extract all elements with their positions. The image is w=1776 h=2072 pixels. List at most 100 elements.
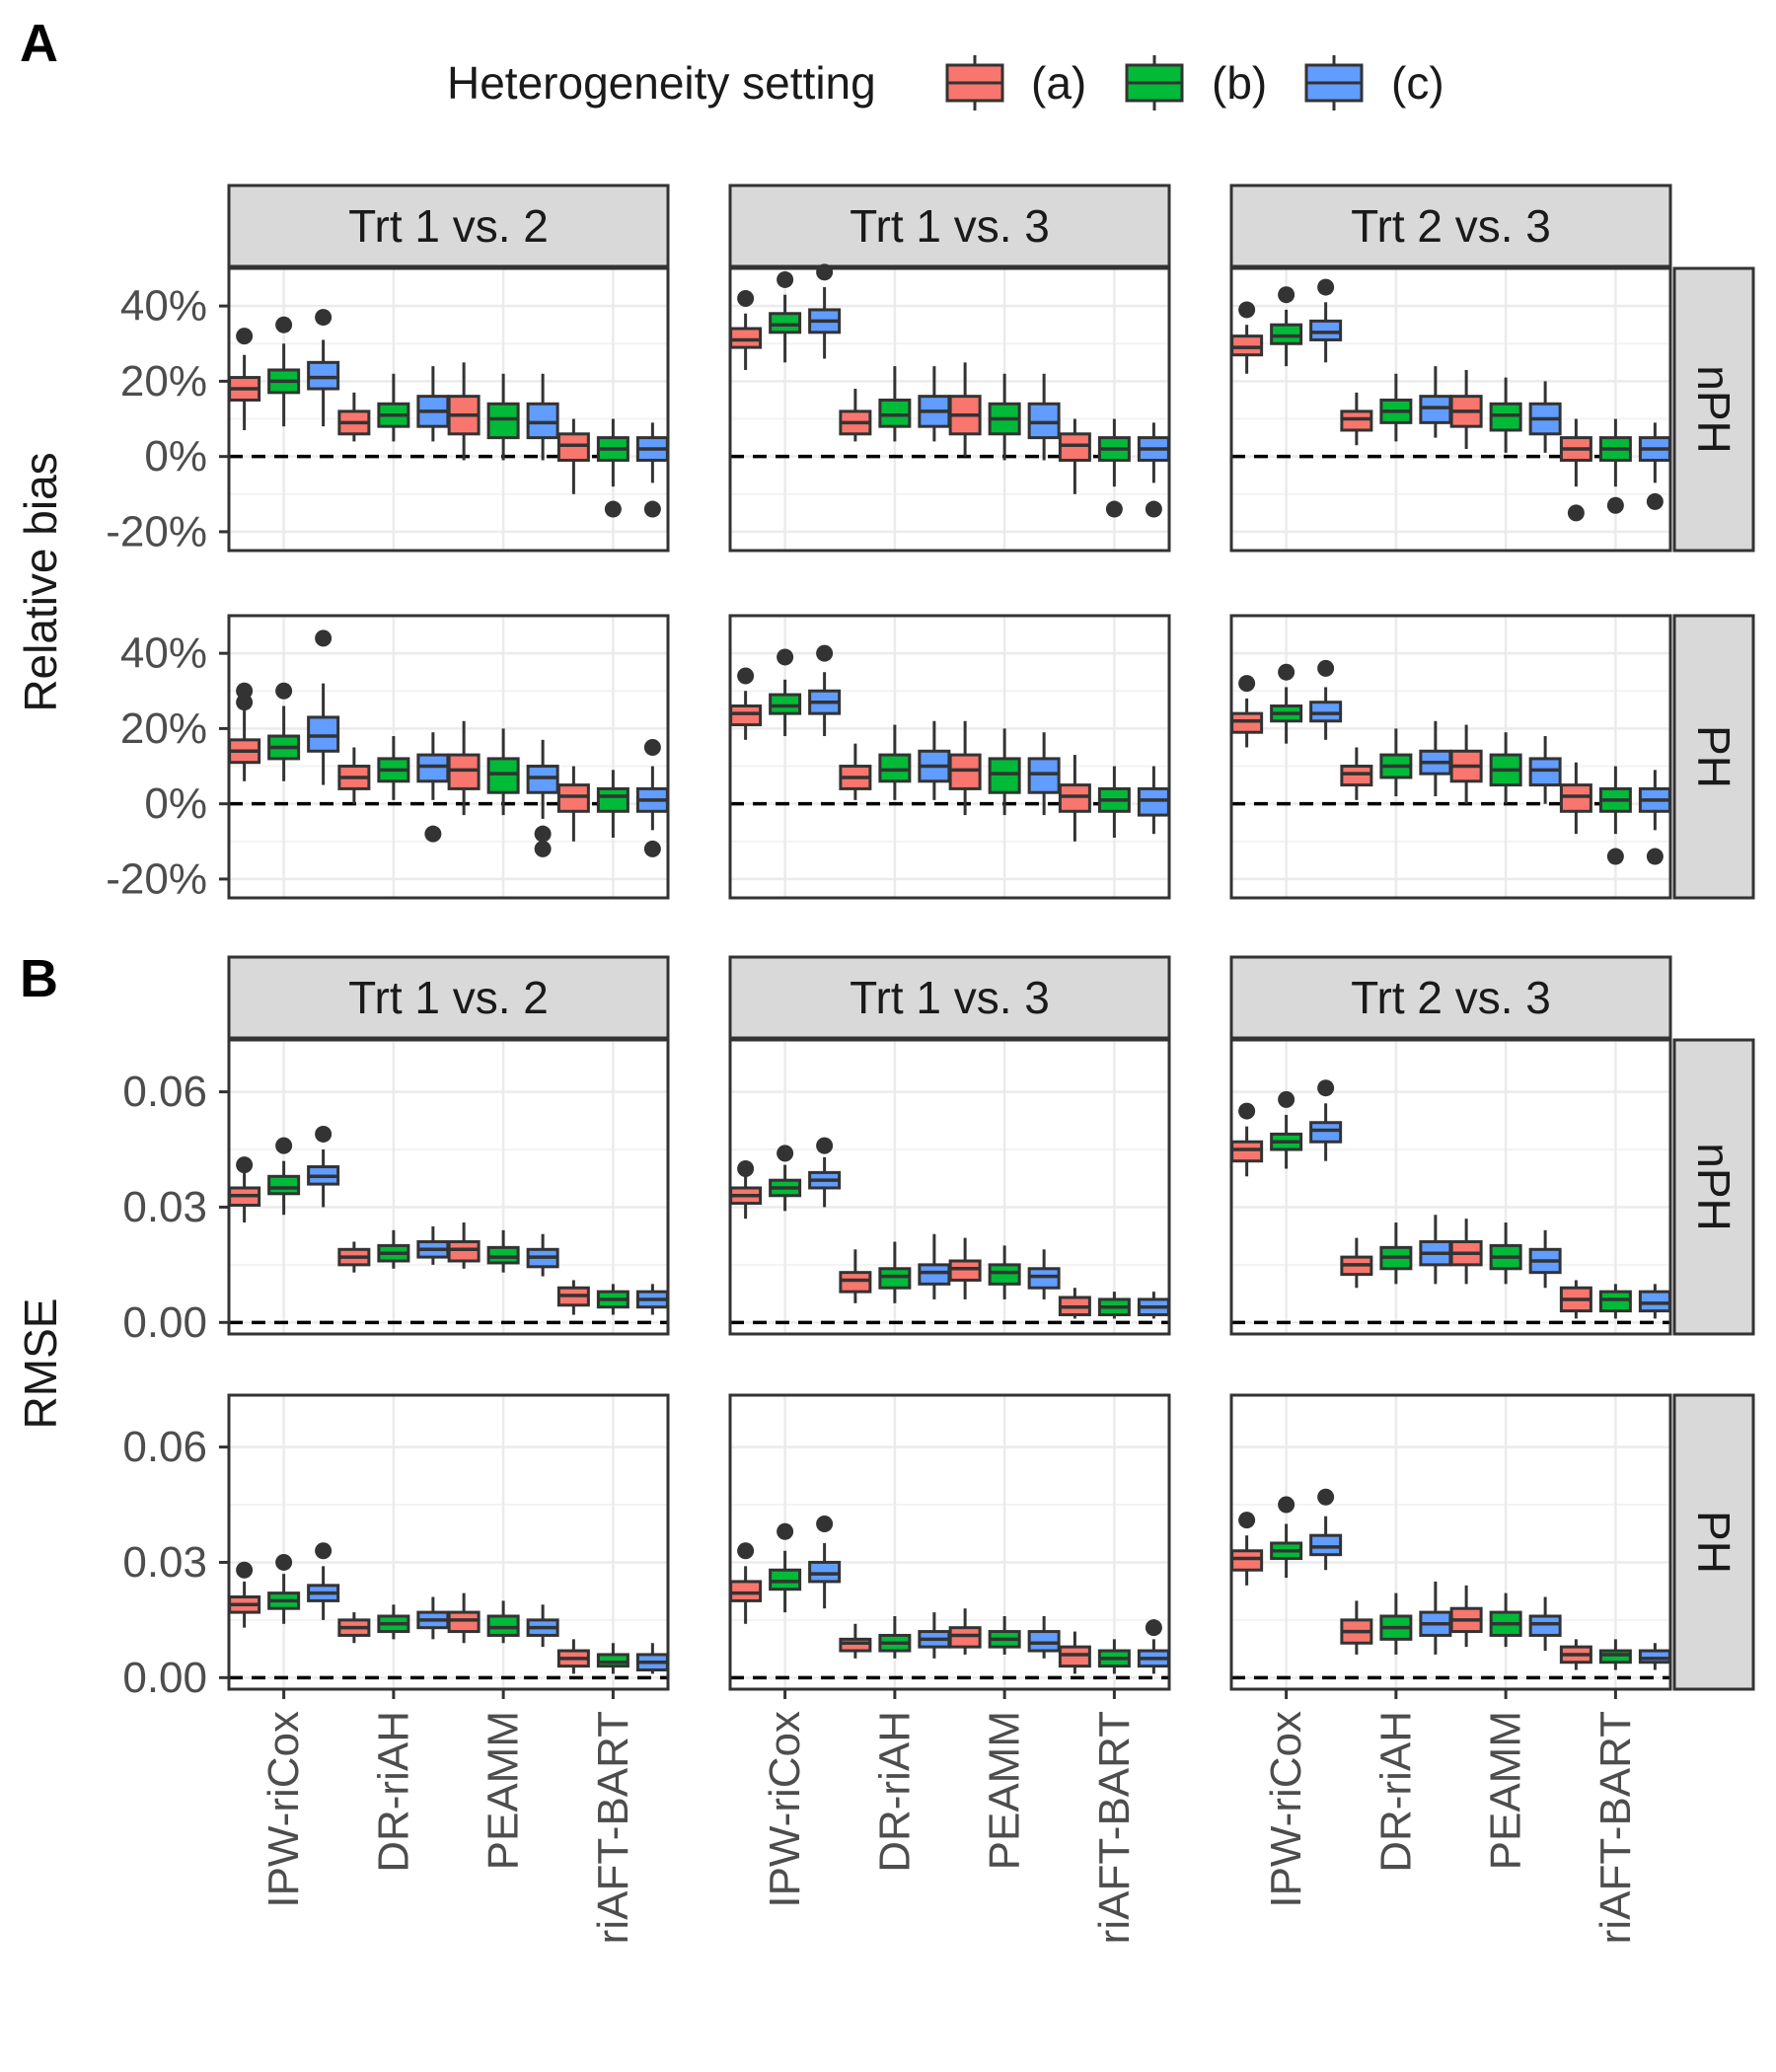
- outlier-point: [315, 1125, 333, 1143]
- box-body: [1230, 1549, 1264, 1572]
- legend-label-c: (c): [1391, 57, 1444, 109]
- outlier-point: [816, 1515, 834, 1532]
- y-tick-label: 20%: [120, 357, 207, 406]
- box-peamm-b: [1489, 1592, 1522, 1648]
- chart-b: Trt 1 vs. 2 Trt 1 vs. 3 Trt 2 vs. 3 nPH 0.00…: [122, 955, 1755, 1944]
- box-riaft-bart-a: [1058, 755, 1091, 842]
- row-label-nph: nPH: [1688, 1143, 1739, 1230]
- box-dr-riah-a: [1340, 392, 1373, 446]
- box-ipw-ricox-c: [808, 263, 842, 359]
- box-riaft-bart-c: [635, 422, 669, 518]
- outlier-point: [1238, 1512, 1256, 1529]
- outlier-point: [1238, 301, 1256, 319]
- box-peamm-c: [1027, 373, 1061, 461]
- box-body: [1058, 1645, 1091, 1668]
- box-riaft-bart-c: [1638, 422, 1671, 510]
- box-dr-riah-c: [416, 366, 450, 442]
- box-riaft-bart-c: [635, 738, 669, 857]
- box-riaft-bart-c: [635, 1284, 669, 1315]
- box-peamm-a: [447, 1222, 481, 1269]
- box-dr-riah-a: [337, 1612, 371, 1644]
- outlier-point: [1105, 500, 1123, 518]
- panel-border: [1229, 1393, 1672, 1691]
- box-body: [988, 1263, 1021, 1286]
- x-tick-label-dr-riah: DR-riAH: [870, 1711, 919, 1873]
- box-ipw-ricox-a: [729, 1159, 763, 1220]
- y-tick-label: 0%: [144, 779, 207, 828]
- box-riaft-bart-b: [1097, 766, 1131, 838]
- box-dr-riah-c: [1419, 720, 1452, 797]
- y-tick-label: 0.03: [122, 1183, 207, 1231]
- box-body: [1638, 1290, 1671, 1313]
- row-strip-ph: [1672, 1393, 1755, 1691]
- x-tick-label-ipw-ricox: IPW-riCox: [1262, 1711, 1310, 1908]
- outlier-point: [1317, 1488, 1335, 1506]
- strip-label-trt-1-vs-2: Trt 1 vs. 2: [348, 200, 549, 252]
- box-riaft-bart-a: [1559, 1639, 1592, 1670]
- box-dr-riah-c: [918, 720, 951, 800]
- row-label-ph: PH: [1688, 1511, 1739, 1574]
- box-body: [1027, 1630, 1061, 1653]
- box-body: [486, 1245, 520, 1265]
- x-tick-label-riaft-bart: riAFT-BART: [1090, 1711, 1139, 1944]
- box-body: [1528, 757, 1562, 787]
- panel-ph-trt-2-vs-3: IPW-riCox DR-riAH PEAMM riAFT-BART: [1229, 1393, 1672, 1944]
- box-body: [307, 360, 340, 391]
- box-peamm-c: [1528, 1229, 1562, 1289]
- box-body: [878, 398, 912, 428]
- outlier-point: [1238, 1102, 1256, 1120]
- box-riaft-bart-a: [556, 1639, 590, 1674]
- box-body: [526, 765, 559, 794]
- panel-border: [227, 1393, 670, 1691]
- box-ipw-ricox-b: [769, 270, 802, 363]
- box-peamm-a: [948, 720, 982, 816]
- outlier-point: [1567, 504, 1585, 522]
- box-ipw-ricox-c: [1309, 278, 1343, 363]
- x-tick-label-riaft-bart: riAFT-BART: [1591, 1711, 1640, 1944]
- box-dr-riah-a: [337, 1241, 371, 1273]
- box-peamm-a: [1449, 724, 1483, 804]
- box-body: [1598, 1649, 1632, 1665]
- box-body: [729, 1580, 763, 1602]
- box-riaft-bart-b: [596, 770, 629, 838]
- box-peamm-a: [1449, 369, 1483, 450]
- box-body: [1270, 323, 1303, 345]
- panel-border: [728, 1038, 1171, 1336]
- row-label-nph: nPH: [1688, 365, 1739, 453]
- panel-border: [227, 614, 670, 900]
- box-ipw-ricox-b: [769, 1522, 802, 1613]
- box-peamm-b: [486, 373, 520, 461]
- box-peamm-b: [486, 1600, 520, 1644]
- panel-letter-b: B: [20, 949, 58, 1008]
- box-body: [1230, 334, 1264, 357]
- box-ipw-ricox-b: [1270, 286, 1303, 367]
- box-ipw-ricox-a: [1230, 1512, 1264, 1586]
- x-tick-label-ipw-ricox: IPW-riCox: [259, 1711, 308, 1908]
- box-riaft-bart-c: [1137, 1292, 1170, 1319]
- box-riaft-bart-b: [1097, 1292, 1131, 1319]
- outlier-point: [737, 1542, 755, 1560]
- box-body: [267, 1174, 301, 1196]
- box-peamm-b: [1489, 377, 1522, 453]
- box-dr-riah-a: [1340, 747, 1373, 800]
- box-body: [769, 312, 802, 334]
- box-dr-riah-a: [1340, 1600, 1373, 1655]
- box-body: [1027, 757, 1061, 794]
- strip-trt-1-vs-3: [728, 955, 1171, 1040]
- box-riaft-bart-c: [635, 1643, 669, 1674]
- outlier-point: [643, 500, 661, 518]
- box-peamm-c: [1027, 732, 1061, 816]
- panel-background: [1231, 1395, 1670, 1689]
- box-body: [486, 757, 520, 794]
- box-body: [988, 757, 1021, 794]
- box-ipw-ricox-c: [1309, 659, 1343, 740]
- box-riaft-bart-b: [1097, 418, 1131, 518]
- outlier-point: [1145, 1619, 1162, 1637]
- box-riaft-bart-b: [1598, 418, 1632, 514]
- box-ipw-ricox-b: [267, 316, 301, 427]
- box-body: [447, 753, 481, 790]
- strip-trt-2-vs-3: [1229, 184, 1672, 268]
- box-dr-riah-b: [377, 373, 410, 442]
- box-dr-riah-b: [878, 366, 912, 442]
- box-body: [1419, 395, 1452, 424]
